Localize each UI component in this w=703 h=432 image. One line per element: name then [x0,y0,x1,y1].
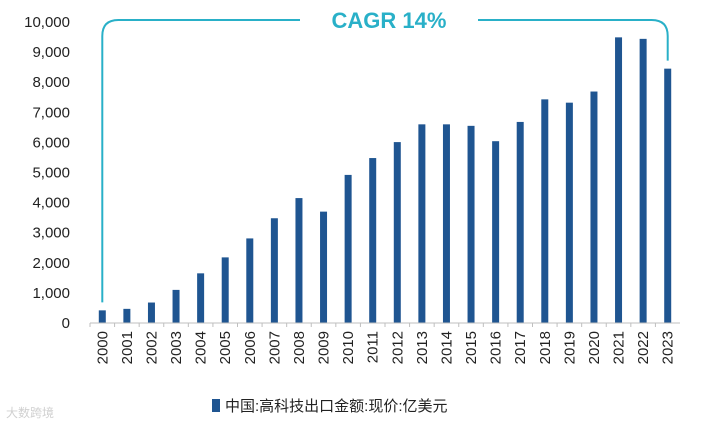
y-tick-label: 8,000 [32,74,70,91]
bar-2012 [393,142,401,323]
x-tick-label: 2018 [537,331,554,364]
bar-2018 [541,99,549,324]
legend-label: 中国:高科技出口金额:现价:亿美元 [225,398,448,415]
x-tick-label: 2017 [512,331,529,364]
y-tick-label: 5,000 [32,165,70,182]
y-tick-label: 4,000 [32,195,70,212]
x-tick-label: 2013 [414,331,431,364]
legend-swatch [212,399,220,412]
x-tick-label: 2002 [143,331,160,364]
x-tick-label: 2021 [611,331,628,364]
x-tick-label: 2012 [389,331,406,364]
y-tick-label: 9,000 [32,44,70,61]
x-tick-label: 2019 [561,331,578,364]
bar-2019 [565,102,573,323]
bar-2023 [664,68,672,323]
x-tick-label: 2001 [119,331,136,364]
x-tick-label: 2011 [365,331,382,363]
x-tick-label: 2010 [340,331,357,364]
bar-2000 [98,310,106,323]
y-tick-label: 1,000 [32,285,70,302]
bar-2017 [516,121,524,323]
bar-2015 [467,125,475,323]
bar-2009 [320,211,328,323]
y-tick-label: 10,000 [24,14,70,31]
x-tick-label: 2009 [316,331,333,364]
y-tick-label: 0 [62,315,70,332]
bar-2001 [123,308,131,323]
bar-2008 [295,198,303,323]
x-tick-label: 2022 [635,331,652,364]
y-tick-label: 2,000 [32,255,70,272]
bar-2011 [369,158,377,323]
x-tick-label: 2007 [266,331,283,364]
bar-2022 [639,38,647,324]
bar-2016 [492,141,500,323]
bar-2014 [442,124,450,323]
y-tick-label: 3,000 [32,225,70,242]
x-tick-label: 2016 [488,331,505,364]
bar-2021 [615,37,623,323]
y-axis-ticks: 0 1,000 2,000 3,000 4,000 5,000 6,000 7,000 8,00… [24,14,70,332]
y-tick-label: 6,000 [32,134,70,151]
x-tick-label: 2015 [463,331,480,364]
x-tick-label: 2014 [438,331,455,364]
x-tick-label: 2020 [586,331,603,364]
watermark: 大数跨境 [6,406,55,420]
bar-2003 [172,289,180,323]
bar-2010 [344,174,352,323]
cagr-bracket [101,19,669,303]
bar-2005 [221,257,229,323]
y-tick-label: 7,000 [32,104,70,121]
x-tick-label: 2003 [168,331,185,364]
bars [98,37,672,324]
bar-2006 [246,238,254,323]
bar-2013 [418,124,426,323]
cagr-annotation: CAGR 14% [332,8,447,33]
bar-2020 [590,91,598,323]
x-tick-label: 2005 [217,331,234,364]
x-tick-label: 2000 [94,331,111,364]
bar-2007 [270,218,278,323]
x-axis-ticks: 2000 2001 2002 2003 2004 2005 2006 2007 2008 2009… [89,323,677,364]
x-tick-label: 2008 [291,331,308,364]
bar-2004 [197,273,205,323]
x-tick-label: 2023 [660,331,677,364]
bar-2002 [147,302,155,323]
x-tick-label: 2006 [242,331,259,364]
x-tick-label: 2004 [193,331,210,364]
